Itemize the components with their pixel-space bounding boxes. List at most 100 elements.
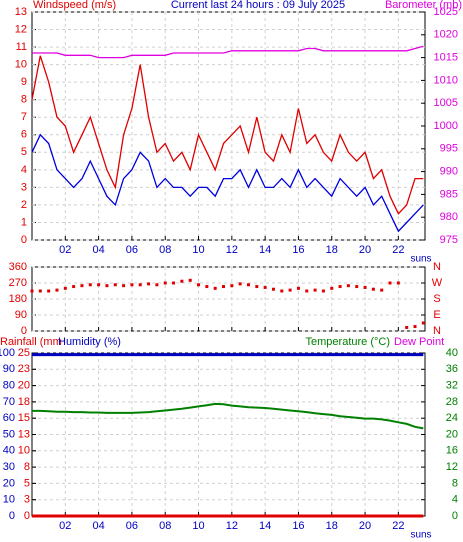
y-tick-label: 4 <box>21 164 27 176</box>
x-tick-label: 20 <box>359 244 371 256</box>
y2-tick-label: 12 <box>446 461 458 473</box>
y2-tick-label: 40 <box>446 347 458 359</box>
direction-point <box>30 289 34 293</box>
direction-point <box>188 278 192 282</box>
series-line <box>31 55 424 215</box>
direction-point <box>113 283 117 287</box>
direction-point <box>421 321 425 325</box>
y-tick-label: 100 <box>0 347 15 359</box>
y2-tick-label: 990 <box>440 166 458 178</box>
x-tick-label: 22 <box>392 520 404 532</box>
chart-title: Current last 24 hours : 09 July 2025 <box>171 0 345 11</box>
y-tick-label: 60 <box>3 412 15 424</box>
y2-tick-label: 1010 <box>434 74 458 86</box>
direction-point <box>55 288 59 292</box>
y-tick-label: 5 <box>21 146 27 158</box>
direction-point <box>305 289 309 293</box>
y-axis-label: Humidity (%) <box>58 336 121 348</box>
y-tick-label: 90 <box>15 309 27 321</box>
x-tick-label: 10 <box>192 244 204 256</box>
y3-tick-label: 15 <box>18 412 30 424</box>
y2-tick-label: 1025 <box>434 6 458 18</box>
x-tick-label: 02 <box>59 520 71 532</box>
x-tick-label: 14 <box>259 244 271 256</box>
direction-point <box>338 285 342 289</box>
y3-tick-label: 5 <box>24 477 30 489</box>
x-tick-label: 14 <box>259 520 271 532</box>
y-tick-label: 0 <box>9 510 15 522</box>
direction-point <box>105 284 109 288</box>
y2-axis-label: Temperature (°C) <box>306 336 390 348</box>
x-axis-label: suns <box>410 254 431 265</box>
y-tick-label: 11 <box>16 41 27 53</box>
direction-point <box>413 325 417 329</box>
direction-point <box>230 284 234 288</box>
y-tick-label: 80 <box>3 380 15 392</box>
y-tick-label: 0 <box>21 325 27 337</box>
y2-tick-label: S <box>433 293 440 305</box>
direction-point <box>147 282 151 286</box>
x-tick-label: 10 <box>192 520 204 532</box>
x-tick-label: 18 <box>326 520 338 532</box>
y2-tick-label: 8 <box>452 477 458 489</box>
direction-point <box>205 285 209 289</box>
direction-point <box>280 289 284 293</box>
y3-axis-label: Rainfall (mm <box>0 336 62 348</box>
y2-tick-label: E <box>433 309 440 321</box>
direction-point <box>288 288 292 292</box>
direction-point <box>271 287 275 291</box>
y-tick-label: 3 <box>21 181 27 193</box>
series-line <box>32 45 424 59</box>
direction-point <box>388 281 392 285</box>
x-tick-label: 12 <box>226 520 238 532</box>
y3-tick-label: 0 <box>24 510 30 522</box>
y-axis-label: Windspeed (m/s) <box>33 0 116 11</box>
x-tick-label: 04 <box>92 520 104 532</box>
series-line <box>32 402 424 430</box>
y-tick-label: 6 <box>21 129 27 141</box>
series-line <box>31 133 424 233</box>
direction-point <box>213 286 217 290</box>
y-tick-label: 10 <box>15 59 27 71</box>
y2-tick-label: 1020 <box>434 29 458 41</box>
y2-tick-label: 24 <box>446 412 458 424</box>
y-tick-label: 30 <box>3 461 15 473</box>
y2-tick-label: 975 <box>440 234 458 246</box>
direction-point <box>405 325 409 329</box>
direction-point <box>163 281 167 285</box>
direction-point <box>238 282 242 286</box>
plot-area <box>31 352 426 517</box>
direction-point <box>47 289 51 293</box>
y2-tick-label: 1015 <box>434 52 458 64</box>
y2-tick-label: 0 <box>452 510 458 522</box>
y2-tick-label: W <box>432 277 443 289</box>
x-tick-label: 02 <box>59 244 71 256</box>
x-axis-label: suns <box>410 530 431 541</box>
y2-axis-label: Barometer (mb) <box>385 0 462 11</box>
y-tick-label: 20 <box>3 477 15 489</box>
direction-point <box>63 286 67 290</box>
x-tick-label: 04 <box>92 244 104 256</box>
direction-point <box>363 285 367 289</box>
y2-tick-label: 1000 <box>434 120 458 132</box>
y2-tick-label: 28 <box>446 396 458 408</box>
direction-point <box>346 284 350 288</box>
y2-tick-label: 995 <box>440 143 458 155</box>
x-tick-label: 12 <box>226 244 238 256</box>
y-tick-label: 13 <box>15 6 27 18</box>
y-tick-label: 270 <box>9 277 27 289</box>
y2-tick-label: 1005 <box>434 97 458 109</box>
direction-point <box>72 285 76 289</box>
dew-point-label: Dew Point <box>394 336 444 348</box>
y-tick-label: 1 <box>21 216 27 228</box>
x-tick-label: 20 <box>359 520 371 532</box>
y-tick-label: 7 <box>21 111 27 123</box>
direction-point <box>38 289 42 293</box>
x-tick-label: 18 <box>326 244 338 256</box>
direction-point <box>138 283 142 287</box>
direction-point <box>130 283 134 287</box>
x-tick-label: 06 <box>126 520 138 532</box>
y3-tick-label: 8 <box>24 461 30 473</box>
y-tick-label: 180 <box>9 293 27 305</box>
